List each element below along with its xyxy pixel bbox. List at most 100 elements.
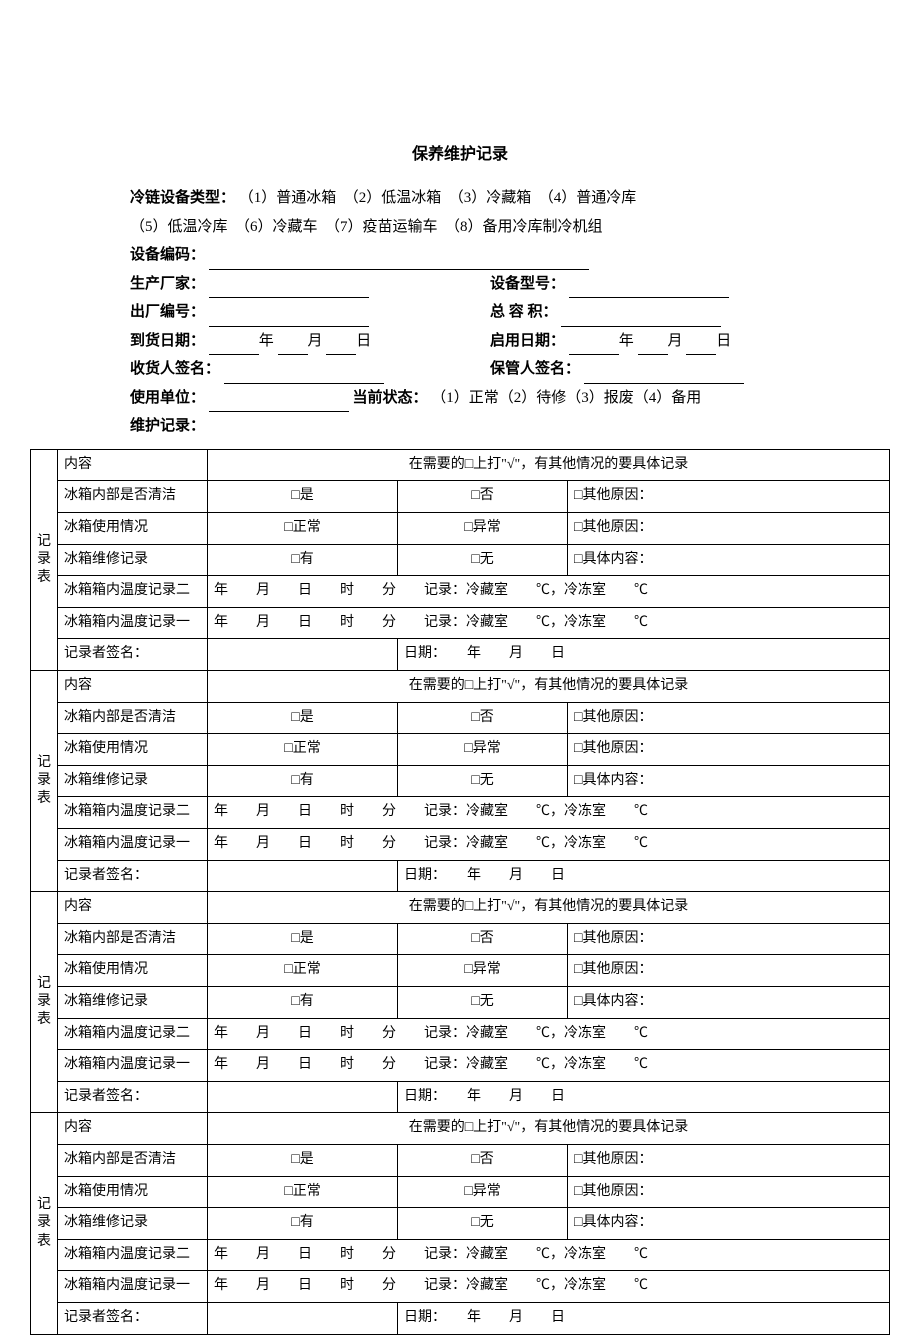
cell-repair-detail[interactable]: □具体内容： — [568, 765, 890, 797]
block-label: 记录表 — [31, 449, 58, 670]
receiver-sig-blank[interactable] — [224, 367, 384, 384]
cell-date[interactable]: 日期： 年 月 日 — [398, 1302, 890, 1334]
cell-repair-label: 冰箱维修记录 — [58, 765, 208, 797]
cell-usage-other[interactable]: □其他原因： — [568, 1176, 890, 1208]
start-day-blank[interactable] — [686, 339, 716, 356]
table-row: 记录者签名： 日期： 年 月 日 — [31, 860, 890, 892]
maint-record-label: 维护记录： — [130, 418, 205, 434]
cell-signer-blank[interactable] — [208, 639, 398, 671]
cell-usage-other[interactable]: □其他原因： — [568, 955, 890, 987]
cell-date[interactable]: 日期： 年 月 日 — [398, 1081, 890, 1113]
cell-usage-abnormal[interactable]: □异常 — [398, 1176, 568, 1208]
cell-repair-no[interactable]: □无 — [398, 544, 568, 576]
cell-temp2-value[interactable]: 年 月 日 时 分 记录：冷藏室 ℃，冷冻室 ℃ — [208, 797, 890, 829]
cell-clean-no[interactable]: □否 — [398, 481, 568, 513]
cell-clean-label: 冰箱内部是否清洁 — [58, 923, 208, 955]
cell-clean-other[interactable]: □其他原因： — [568, 481, 890, 513]
cell-usage-abnormal[interactable]: □异常 — [398, 513, 568, 545]
month-text-2: 月 — [668, 333, 683, 349]
device-type-row-2: （5）低温冷库 （6）冷藏车 （7）疫苗运输车 （8）备用冷库制冷机组 — [130, 213, 850, 242]
block-label: 记录表 — [31, 671, 58, 892]
device-type-label: 冷链设备类型： — [130, 190, 235, 206]
arrive-month-blank[interactable] — [278, 339, 308, 356]
cell-repair-yes[interactable]: □有 — [208, 1208, 398, 1240]
cell-clean-label: 冰箱内部是否清洁 — [58, 481, 208, 513]
cell-clean-label: 冰箱内部是否清洁 — [58, 1144, 208, 1176]
start-month-blank[interactable] — [638, 339, 668, 356]
cell-usage-other[interactable]: □其他原因： — [568, 513, 890, 545]
cell-content-hdr: 在需要的□上打"√"，有其他情况的要具体记录 — [208, 449, 890, 481]
table-row: 冰箱箱内温度记录一 年 月 日 时 分 记录：冷藏室 ℃，冷冻室 ℃ — [31, 607, 890, 639]
arrive-year-blank[interactable] — [209, 339, 259, 356]
cell-usage-other[interactable]: □其他原因： — [568, 734, 890, 766]
cell-repair-no[interactable]: □无 — [398, 1208, 568, 1240]
cell-date[interactable]: 日期： 年 月 日 — [398, 639, 890, 671]
cell-clean-yes[interactable]: □是 — [208, 923, 398, 955]
device-code-label: 设备编码： — [130, 247, 205, 263]
cell-temp2-label: 冰箱箱内温度记录二 — [58, 797, 208, 829]
cell-repair-yes[interactable]: □有 — [208, 986, 398, 1018]
serial-blank[interactable] — [209, 310, 369, 327]
cell-temp2-value[interactable]: 年 月 日 时 分 记录：冷藏室 ℃，冷冻室 ℃ — [208, 576, 890, 608]
keeper-sig-blank[interactable] — [584, 367, 744, 384]
cell-repair-yes[interactable]: □有 — [208, 544, 398, 576]
device-code-blank[interactable] — [209, 253, 589, 270]
cell-temp1-label: 冰箱箱内温度记录一 — [58, 829, 208, 861]
cell-content-hdr: 在需要的□上打"√"，有其他情况的要具体记录 — [208, 671, 890, 703]
cell-clean-yes[interactable]: □是 — [208, 1144, 398, 1176]
cell-usage-abnormal[interactable]: □异常 — [398, 734, 568, 766]
arrive-day-blank[interactable] — [326, 339, 356, 356]
cell-repair-no[interactable]: □无 — [398, 765, 568, 797]
start-year-blank[interactable] — [569, 339, 619, 356]
cell-clean-other[interactable]: □其他原因： — [568, 1144, 890, 1176]
cell-temp1-value[interactable]: 年 月 日 时 分 记录：冷藏室 ℃，冷冻室 ℃ — [208, 607, 890, 639]
cell-usage-label: 冰箱使用情况 — [58, 955, 208, 987]
cell-signer-blank[interactable] — [208, 1302, 398, 1334]
table-row: 记录者签名： 日期： 年 月 日 — [31, 1081, 890, 1113]
keeper-sig-label: 保管人签名： — [490, 361, 580, 377]
cell-clean-no[interactable]: □否 — [398, 1144, 568, 1176]
capacity-blank[interactable] — [561, 310, 721, 327]
cell-repair-yes[interactable]: □有 — [208, 765, 398, 797]
cell-temp1-value[interactable]: 年 月 日 时 分 记录：冷藏室 ℃，冷冻室 ℃ — [208, 829, 890, 861]
cell-repair-detail[interactable]: □具体内容： — [568, 1208, 890, 1240]
cell-clean-other[interactable]: □其他原因： — [568, 702, 890, 734]
cell-clean-no[interactable]: □否 — [398, 702, 568, 734]
cell-temp1-value[interactable]: 年 月 日 时 分 记录：冷藏室 ℃，冷冻室 ℃ — [208, 1271, 890, 1303]
cell-content-label: 内容 — [58, 892, 208, 924]
cell-usage-normal[interactable]: □正常 — [208, 1176, 398, 1208]
record-table: 记录表 内容 在需要的□上打"√"，有其他情况的要具体记录 冰箱内部是否清洁 □… — [30, 449, 890, 1335]
table-row: 冰箱箱内温度记录二 年 月 日 时 分 记录：冷藏室 ℃，冷冻室 ℃ — [31, 1018, 890, 1050]
cell-clean-other[interactable]: □其他原因： — [568, 923, 890, 955]
cell-temp2-value[interactable]: 年 月 日 时 分 记录：冷藏室 ℃，冷冻室 ℃ — [208, 1239, 890, 1271]
table-row: 冰箱维修记录 □有 □无 □具体内容： — [31, 765, 890, 797]
cell-clean-no[interactable]: □否 — [398, 923, 568, 955]
cell-repair-detail[interactable]: □具体内容： — [568, 986, 890, 1018]
cell-signer-blank[interactable] — [208, 860, 398, 892]
row-manufacturer: 生产厂家： 设备型号： — [130, 270, 850, 299]
cell-clean-yes[interactable]: □是 — [208, 702, 398, 734]
cell-usage-normal[interactable]: □正常 — [208, 734, 398, 766]
table-row: 冰箱使用情况 □正常 □异常 □其他原因： — [31, 513, 890, 545]
cell-repair-detail[interactable]: □具体内容： — [568, 544, 890, 576]
cell-repair-no[interactable]: □无 — [398, 986, 568, 1018]
use-unit-blank[interactable] — [209, 396, 349, 413]
cell-temp1-value[interactable]: 年 月 日 时 分 记录：冷藏室 ℃，冷冻室 ℃ — [208, 1050, 890, 1082]
manufacturer-blank[interactable] — [209, 282, 369, 299]
cell-date[interactable]: 日期： 年 月 日 — [398, 860, 890, 892]
cell-temp2-value[interactable]: 年 月 日 时 分 记录：冷藏室 ℃，冷冻室 ℃ — [208, 1018, 890, 1050]
table-row: 冰箱使用情况 □正常 □异常 □其他原因： — [31, 955, 890, 987]
cell-usage-normal[interactable]: □正常 — [208, 513, 398, 545]
cell-usage-abnormal[interactable]: □异常 — [398, 955, 568, 987]
table-row: 记录表 内容 在需要的□上打"√"，有其他情况的要具体记录 — [31, 671, 890, 703]
cell-content-hdr: 在需要的□上打"√"，有其他情况的要具体记录 — [208, 892, 890, 924]
cell-usage-label: 冰箱使用情况 — [58, 734, 208, 766]
model-blank[interactable] — [569, 282, 729, 299]
cell-signer-blank[interactable] — [208, 1081, 398, 1113]
cell-clean-yes[interactable]: □是 — [208, 481, 398, 513]
cell-temp1-label: 冰箱箱内温度记录一 — [58, 607, 208, 639]
device-code-row: 设备编码： — [130, 241, 850, 270]
cell-usage-normal[interactable]: □正常 — [208, 955, 398, 987]
receiver-sig-label: 收货人签名： — [130, 361, 220, 377]
cell-signer-label: 记录者签名： — [58, 1302, 208, 1334]
